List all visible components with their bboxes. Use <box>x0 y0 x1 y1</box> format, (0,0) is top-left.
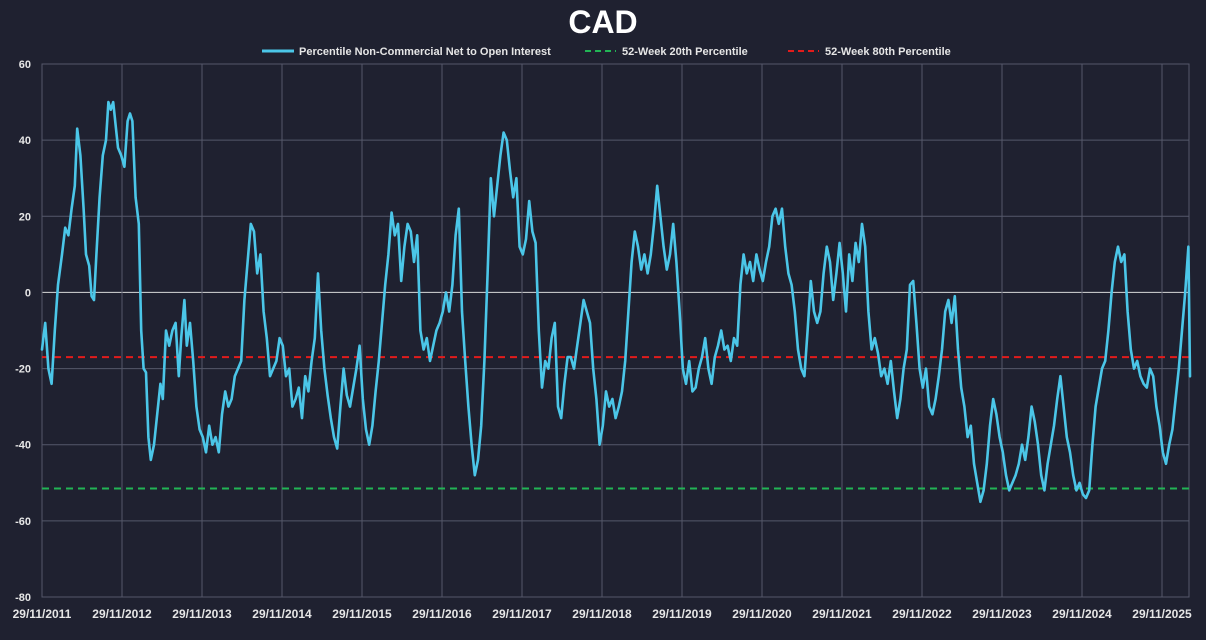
x-tick-label: 29/11/2015 <box>332 607 392 621</box>
x-tick-label: 29/11/2023 <box>972 607 1032 621</box>
chart-title: CAD <box>568 4 637 40</box>
x-tick-label: 29/11/2014 <box>252 607 312 621</box>
legend-label-80th: 52-Week 80th Percentile <box>825 46 951 58</box>
series-layer <box>40 100 1192 504</box>
x-tick-label: 29/11/2012 <box>92 607 152 621</box>
legend-label-20th: 52-Week 20th Percentile <box>622 46 748 58</box>
x-tick-label: 29/11/2016 <box>412 607 472 621</box>
x-tick-label: 29/11/2019 <box>652 607 712 621</box>
axes: 60 40 20 0 -20 -40 -60 -80 29/11/2011 29/11/2012 2… <box>13 59 1192 621</box>
y-tick-label: 40 <box>19 135 31 147</box>
x-tick-label: 29/11/2024 <box>1052 607 1112 621</box>
y-tick-label: -20 <box>15 364 31 376</box>
legend-item-series[interactable]: Percentile Non-Commercial Net to Open In… <box>262 46 551 58</box>
x-tick-label: 29/11/2025 <box>1132 607 1192 621</box>
y-tick-label: -80 <box>15 592 31 604</box>
legend-item-20th[interactable]: 52-Week 20th Percentile <box>585 46 748 58</box>
x-tick-label: 29/11/2022 <box>892 607 952 621</box>
legend: Percentile Non-Commercial Net to Open In… <box>262 46 951 58</box>
y-tick-label: -40 <box>15 440 31 452</box>
legend-label-series: Percentile Non-Commercial Net to Open In… <box>299 46 551 58</box>
x-tick-label: 29/11/2020 <box>732 607 792 621</box>
series-line-percentile[interactable] <box>40 100 1192 504</box>
y-tick-label: -60 <box>15 516 31 528</box>
x-tick-label: 29/11/2013 <box>172 607 232 621</box>
x-tick-label: 29/11/2011 <box>13 607 72 621</box>
y-tick-label: 0 <box>25 287 31 299</box>
y-tick-label: 60 <box>19 59 31 71</box>
legend-item-80th[interactable]: 52-Week 80th Percentile <box>788 46 951 58</box>
plot-area <box>41 63 1190 598</box>
x-tick-label: 29/11/2021 <box>812 607 872 621</box>
x-tick-label: 29/11/2017 <box>492 607 552 621</box>
x-tick-label: 29/11/2018 <box>572 607 632 621</box>
y-tick-label: 20 <box>19 211 31 223</box>
grid <box>41 63 1190 598</box>
